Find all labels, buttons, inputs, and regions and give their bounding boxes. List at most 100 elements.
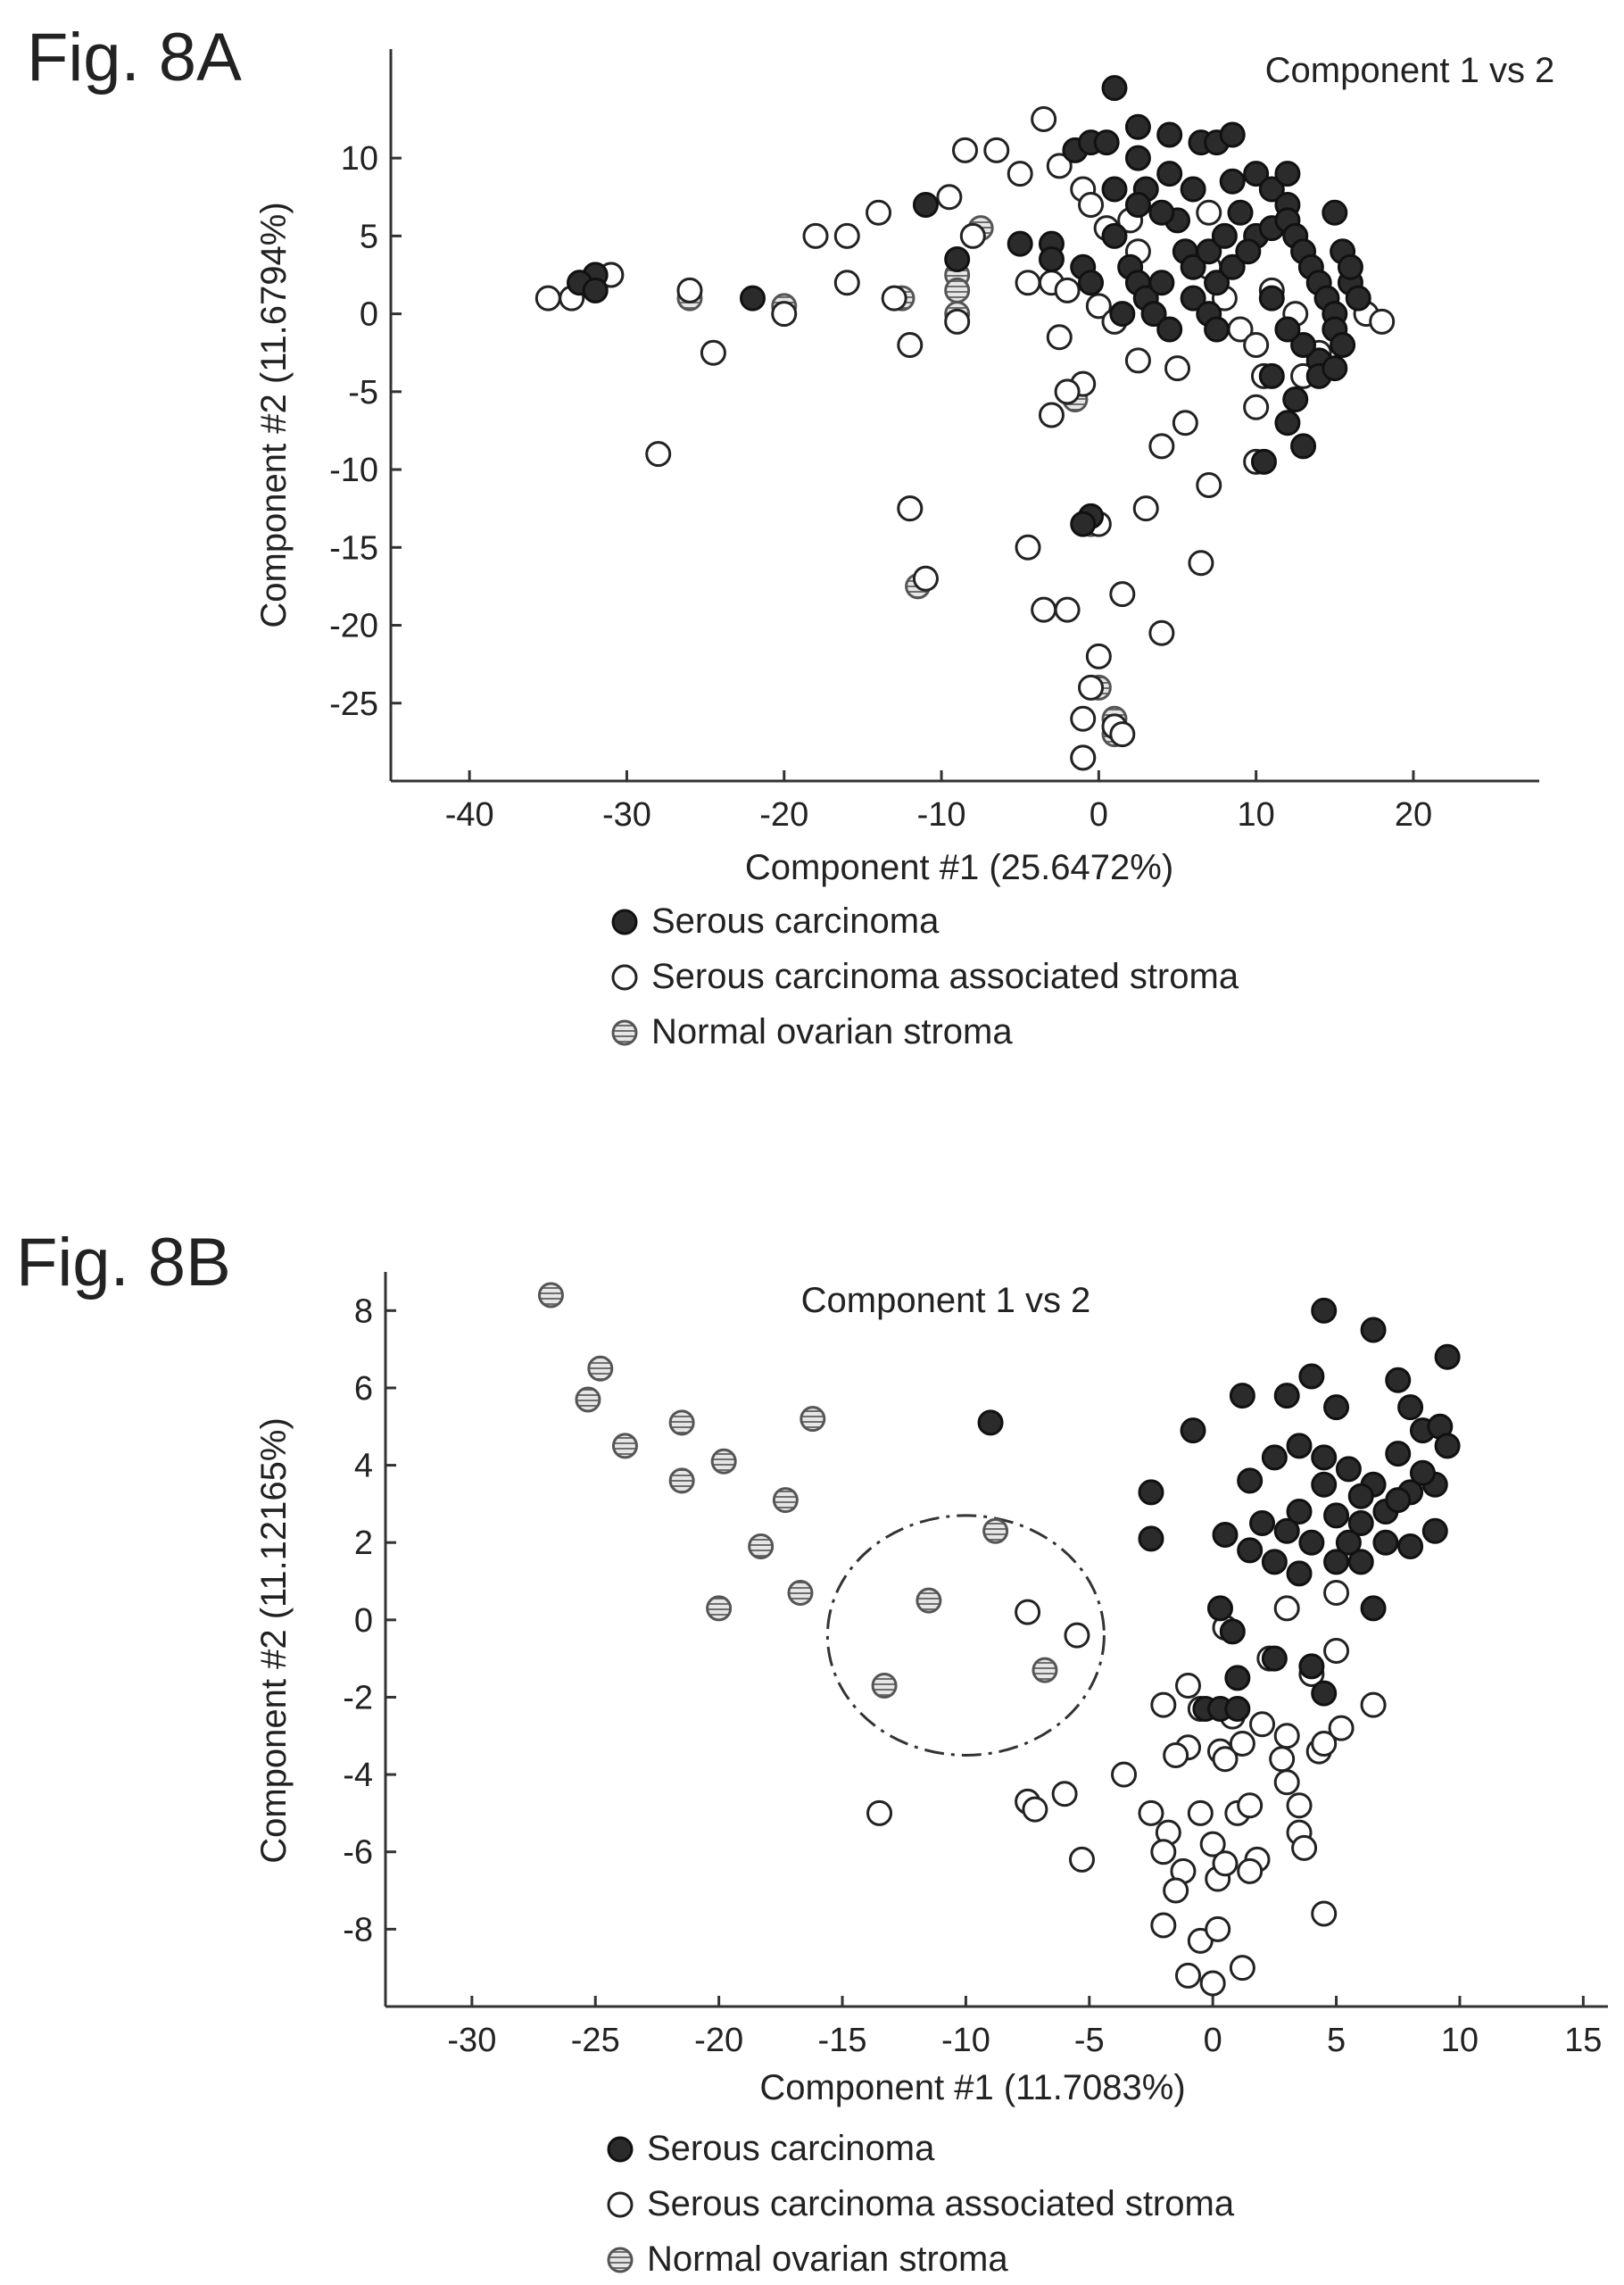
- point-serous-carcinoma-associated-stroma: [1243, 331, 1270, 358]
- point-serous-carcinoma-associated-stroma: [1212, 1850, 1239, 1877]
- point-serous-carcinoma: [1101, 222, 1128, 249]
- point-serous-carcinoma-associated-stroma: [1111, 1761, 1138, 1788]
- legend-entry: Normal ovarian stroma: [651, 1012, 1013, 1051]
- point-serous-carcinoma-associated-stroma: [1212, 1746, 1239, 1773]
- point-serous-carcinoma-associated-stroma: [1311, 1900, 1338, 1927]
- point-serous-carcinoma: [1261, 1645, 1288, 1672]
- point-serous-carcinoma: [1345, 285, 1371, 312]
- point-serous-carcinoma-associated-stroma: [1229, 1730, 1255, 1757]
- point-serous-carcinoma-associated-stroma: [1174, 1962, 1201, 1989]
- y-tick-label: 0: [360, 296, 378, 334]
- point-serous-carcinoma-associated-stroma: [1150, 1691, 1177, 1718]
- point-serous-carcinoma: [1323, 1549, 1350, 1575]
- point-serous-carcinoma-associated-stroma: [1273, 1595, 1300, 1622]
- point-serous-carcinoma-associated-stroma: [952, 137, 978, 163]
- point-serous-carcinoma: [1219, 253, 1246, 280]
- point-serous-carcinoma: [1290, 331, 1317, 358]
- point-serous-carcinoma: [1237, 1537, 1264, 1564]
- point-serous-carcinoma-associated-stroma: [1237, 1857, 1264, 1884]
- x-tick-label: -10: [941, 2022, 990, 2059]
- point-serous-carcinoma-associated-stroma: [1229, 1955, 1255, 1982]
- point-serous-carcinoma: [1274, 410, 1301, 436]
- figure-label: Fig. 8A: [27, 20, 242, 96]
- point-serous-carcinoma: [1204, 316, 1230, 343]
- x-tick-label: 15: [1564, 2022, 1602, 2059]
- point-serous-carcinoma: [1138, 1479, 1164, 1506]
- point-serous-carcinoma: [1249, 1510, 1276, 1537]
- point-normal-ovarian-stroma: [587, 1355, 614, 1382]
- point-serous-carcinoma-associated-stroma: [866, 1799, 893, 1826]
- point-serous-carcinoma-associated-stroma: [1031, 106, 1057, 133]
- point-serous-carcinoma: [1322, 355, 1348, 382]
- point-serous-carcinoma: [1347, 1510, 1374, 1537]
- point-serous-carcinoma: [1409, 1459, 1436, 1486]
- point-serous-carcinoma: [1311, 1471, 1338, 1498]
- point-serous-carcinoma: [739, 285, 766, 312]
- point-serous-carcinoma: [1397, 1533, 1424, 1560]
- point-serous-carcinoma-associated-stroma: [1323, 1580, 1350, 1607]
- point-serous-carcinoma-associated-stroma: [771, 301, 798, 328]
- point-serous-carcinoma: [1124, 191, 1151, 218]
- point-serous-carcinoma: [1007, 230, 1033, 257]
- point-serous-carcinoma: [1124, 113, 1151, 140]
- point-serous-carcinoma-associated-stroma: [1046, 153, 1073, 179]
- figure-8a-panel: Fig. 8A -40 -30 -20 -10 0 10 20 -25 -20 -15 -10 -5 0 5…: [27, 20, 1554, 1051]
- point-serous-carcinoma-associated-stroma: [1163, 1741, 1189, 1768]
- point-serous-carcinoma: [1298, 1529, 1325, 1556]
- point-serous-carcinoma-associated-stroma: [1085, 293, 1112, 320]
- point-serous-carcinoma: [1261, 1444, 1288, 1471]
- point-serous-carcinoma-associated-stroma: [1085, 643, 1112, 669]
- point-serous-carcinoma-associated-stroma: [700, 339, 726, 366]
- point-serous-carcinoma: [1323, 1502, 1350, 1529]
- point-serous-carcinoma-associated-stroma: [1163, 1877, 1189, 1904]
- point-normal-ovarian-stroma: [611, 1433, 638, 1459]
- point-serous-carcinoma: [912, 191, 939, 218]
- x-axis-label: Component #1 (25.6472%): [745, 848, 1173, 887]
- point-serous-carcinoma-associated-stroma: [1164, 355, 1191, 382]
- point-serous-carcinoma: [1211, 222, 1238, 249]
- point-serous-carcinoma-associated-stroma: [1015, 534, 1041, 561]
- point-serous-carcinoma-associated-stroma: [1249, 1711, 1276, 1738]
- point-serous-carcinoma: [1274, 161, 1301, 187]
- point-serous-carcinoma: [1397, 1394, 1424, 1421]
- legend-marker: [607, 2191, 634, 2218]
- point-serous-carcinoma: [1180, 176, 1206, 203]
- point-serous-carcinoma-associated-stroma: [944, 308, 971, 335]
- point-serous-carcinoma: [1311, 1444, 1338, 1471]
- point-serous-carcinoma: [1250, 448, 1277, 475]
- point-serous-carcinoma-associated-stroma: [1237, 1792, 1264, 1819]
- point-serous-carcinoma: [1224, 1695, 1251, 1722]
- point-serous-carcinoma-associated-stroma: [1015, 1599, 1041, 1625]
- point-serous-carcinoma-associated-stroma: [1109, 581, 1136, 608]
- y-tick-label: -25: [329, 686, 378, 723]
- legend-marker: [611, 964, 638, 991]
- x-tick-label: -25: [571, 2022, 620, 2059]
- legend-entry: Serous carcinoma associated stroma: [647, 2184, 1235, 2223]
- y-tick-label: 5: [360, 218, 378, 255]
- point-normal-ovarian-stroma: [982, 1517, 1009, 1544]
- point-serous-carcinoma-associated-stroma: [534, 285, 561, 312]
- point-serous-carcinoma: [1180, 1417, 1206, 1444]
- point-serous-carcinoma: [1258, 285, 1285, 312]
- point-serous-carcinoma: [1219, 168, 1246, 195]
- point-serous-carcinoma: [1204, 270, 1230, 296]
- point-serous-carcinoma-associated-stroma: [1132, 495, 1159, 522]
- legend-marker: [611, 909, 638, 935]
- point-serous-carcinoma-associated-stroma: [676, 277, 703, 303]
- point-serous-carcinoma: [1078, 270, 1105, 296]
- point-serous-carcinoma: [1311, 1680, 1338, 1707]
- point-serous-carcinoma-associated-stroma: [1196, 199, 1222, 226]
- y-axis-label: Component #2 (11.12165%): [254, 1417, 294, 1864]
- point-serous-carcinoma-associated-stroma: [1286, 1792, 1313, 1819]
- y-tick-label: 2: [354, 1525, 373, 1562]
- point-serous-carcinoma: [1286, 1499, 1313, 1525]
- point-serous-carcinoma: [1038, 246, 1065, 273]
- point-serous-carcinoma: [582, 277, 609, 303]
- point-serous-carcinoma: [1101, 75, 1128, 102]
- y-tick-label: 8: [354, 1292, 373, 1330]
- y-tick-label: 6: [354, 1370, 373, 1408]
- x-tick-label: 10: [1441, 2022, 1479, 2059]
- chart-title: Component 1 vs 2: [1265, 51, 1555, 90]
- point-normal-ovarian-stroma: [706, 1595, 733, 1622]
- point-serous-carcinoma-associated-stroma: [802, 222, 829, 249]
